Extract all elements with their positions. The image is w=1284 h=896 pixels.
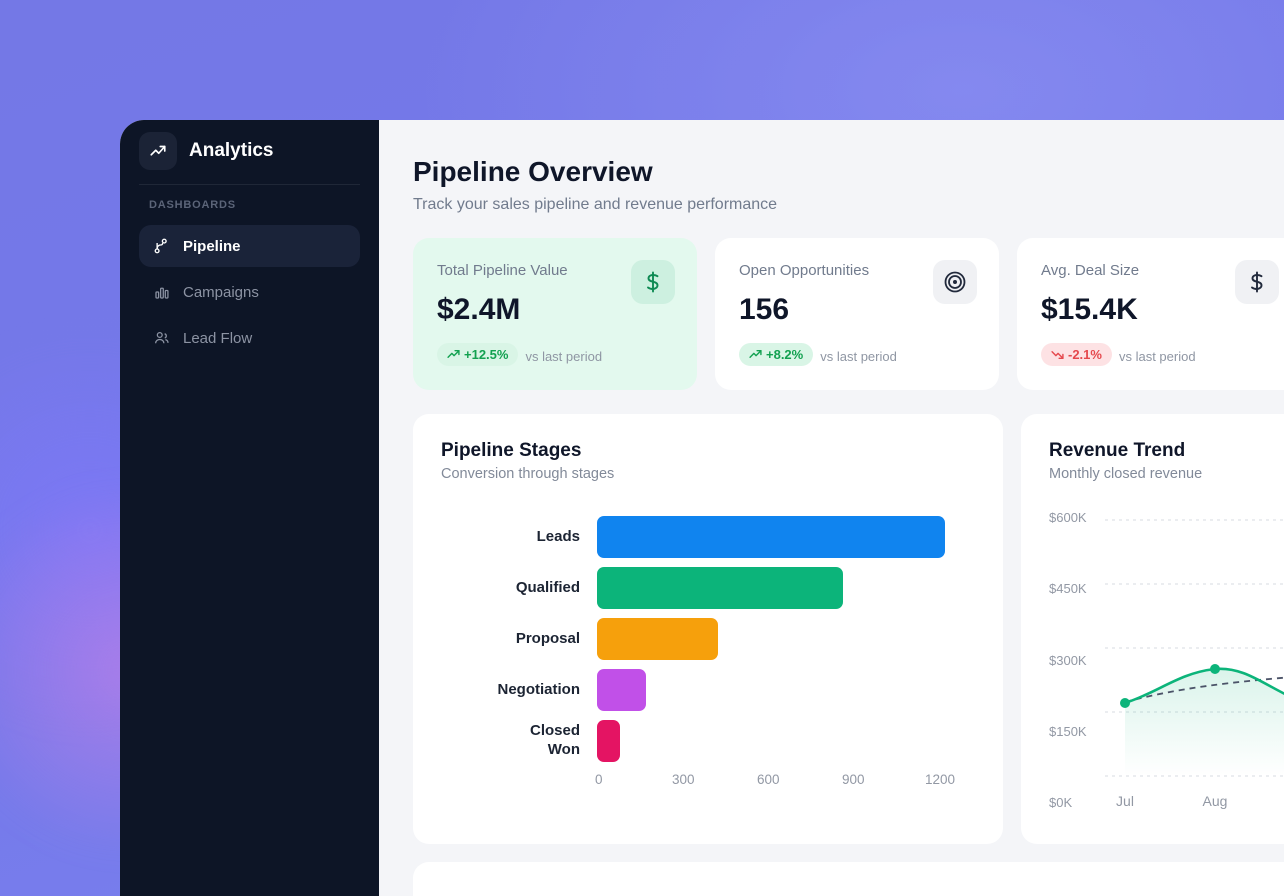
- svg-text:Jul: Jul: [1116, 793, 1134, 809]
- svg-text:Aug: Aug: [1203, 793, 1228, 809]
